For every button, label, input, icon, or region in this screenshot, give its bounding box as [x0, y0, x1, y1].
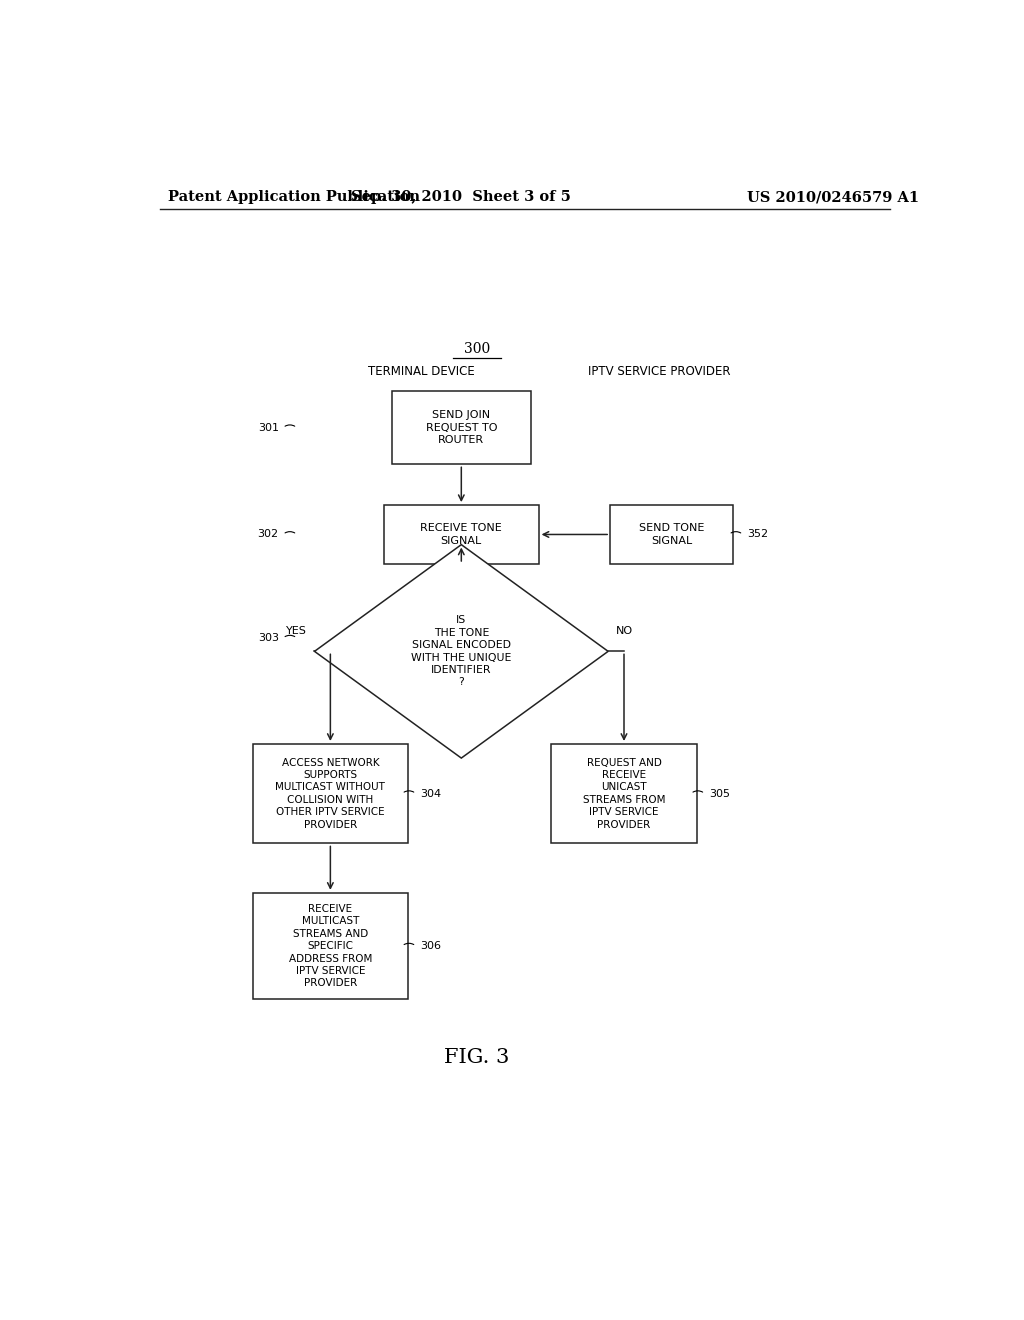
Text: YES: YES: [286, 626, 306, 636]
Text: 301: 301: [258, 422, 279, 433]
Text: US 2010/0246579 A1: US 2010/0246579 A1: [748, 190, 920, 205]
Text: 352: 352: [748, 529, 768, 540]
Text: IPTV SERVICE PROVIDER: IPTV SERVICE PROVIDER: [589, 366, 731, 379]
Bar: [551, 744, 697, 843]
Text: SEND JOIN
REQUEST TO
ROUTER: SEND JOIN REQUEST TO ROUTER: [426, 411, 497, 445]
Text: 306: 306: [420, 941, 441, 952]
Text: TERMINAL DEVICE: TERMINAL DEVICE: [369, 366, 475, 379]
Text: SEND TONE
SIGNAL: SEND TONE SIGNAL: [639, 523, 705, 545]
Polygon shape: [314, 545, 608, 758]
Bar: [253, 892, 408, 999]
Text: REQUEST AND
RECEIVE
UNICAST
STREAMS FROM
IPTV SERVICE
PROVIDER: REQUEST AND RECEIVE UNICAST STREAMS FROM…: [583, 758, 666, 830]
Bar: [610, 506, 733, 564]
Text: Sep. 30, 2010  Sheet 3 of 5: Sep. 30, 2010 Sheet 3 of 5: [351, 190, 571, 205]
Text: 304: 304: [420, 788, 441, 799]
Text: 305: 305: [709, 788, 730, 799]
Text: Patent Application Publication: Patent Application Publication: [168, 190, 420, 205]
Text: 303: 303: [258, 634, 279, 643]
Text: IS
THE TONE
SIGNAL ENCODED
WITH THE UNIQUE
IDENTIFIER
?: IS THE TONE SIGNAL ENCODED WITH THE UNIQ…: [411, 615, 512, 688]
Text: RECEIVE TONE
SIGNAL: RECEIVE TONE SIGNAL: [421, 523, 502, 545]
Text: 300: 300: [464, 342, 490, 356]
Text: NO: NO: [616, 626, 633, 636]
Text: 302: 302: [258, 529, 279, 540]
Bar: [384, 506, 539, 564]
Text: FIG. 3: FIG. 3: [444, 1048, 510, 1068]
Bar: [392, 391, 530, 465]
Bar: [253, 744, 408, 843]
Text: ACCESS NETWORK
SUPPORTS
MULTICAST WITHOUT
COLLISION WITH
OTHER IPTV SERVICE
PROV: ACCESS NETWORK SUPPORTS MULTICAST WITHOU…: [275, 758, 385, 830]
Text: RECEIVE
MULTICAST
STREAMS AND
SPECIFIC
ADDRESS FROM
IPTV SERVICE
PROVIDER: RECEIVE MULTICAST STREAMS AND SPECIFIC A…: [289, 904, 372, 989]
